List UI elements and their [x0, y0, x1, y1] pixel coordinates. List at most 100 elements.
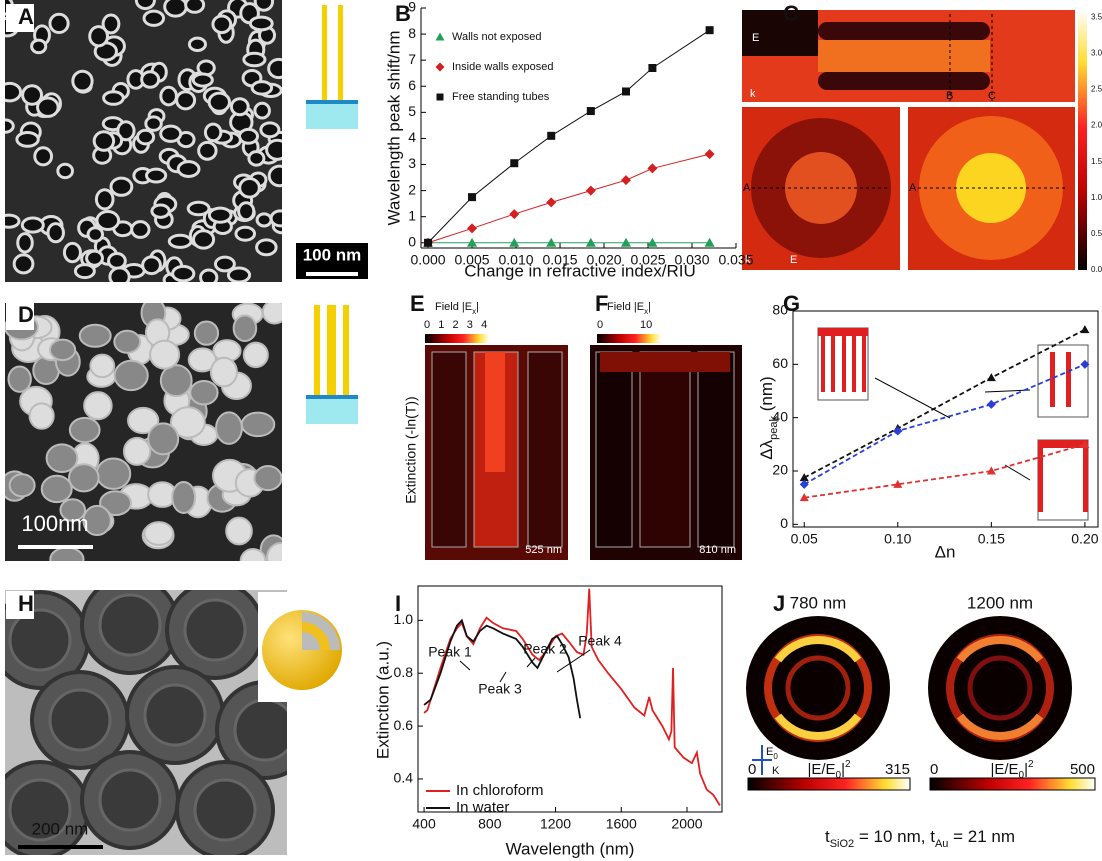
- pore: [0, 120, 13, 132]
- pore: [269, 59, 289, 77]
- pore: [142, 72, 159, 88]
- grain: [226, 518, 252, 545]
- marker: [586, 186, 596, 196]
- pore: [177, 92, 195, 109]
- pore: [138, 130, 154, 144]
- marker: [509, 209, 519, 219]
- label-part: peak: [768, 415, 780, 439]
- annotation: Peak 3: [478, 681, 522, 697]
- x-tick-label: 0.035: [718, 252, 753, 268]
- pore: [146, 117, 162, 130]
- colorbar-tick-label: 0.0: [1091, 265, 1102, 274]
- schematic-inset: [306, 5, 358, 425]
- panel-label: D: [18, 302, 34, 327]
- pore: [189, 38, 205, 50]
- grain: [114, 331, 140, 353]
- grain: [267, 543, 294, 572]
- wavelength-label: 780 nm: [790, 593, 847, 612]
- y-tick-label: 8: [408, 25, 416, 41]
- particle-core: [100, 595, 160, 655]
- field-label: B: [946, 90, 953, 102]
- grain: [97, 458, 131, 488]
- schematic-inset: [818, 328, 1088, 520]
- label-part: Field |E: [435, 301, 472, 313]
- pore: [0, 215, 19, 227]
- y-tick-label: 20: [772, 462, 788, 478]
- legend-label: In water: [456, 799, 509, 816]
- wavelength-label: 1200 nm: [967, 593, 1033, 612]
- pore: [144, 11, 164, 25]
- panel-label: E: [410, 291, 425, 316]
- x-tick-label: 1600: [606, 816, 637, 832]
- legend-label: Free standing tubes: [452, 91, 550, 103]
- marker: [546, 197, 556, 207]
- pore: [147, 169, 166, 182]
- y-tick-label: 5: [408, 103, 416, 119]
- pore: [178, 162, 199, 177]
- marker: [987, 373, 996, 381]
- figure: 100 nm 100nm 200 nm E k B C A A k E: [0, 0, 1102, 861]
- pore: [17, 133, 38, 147]
- y-axis-label: Extinction (-ln(T)): [403, 396, 419, 503]
- y-tick-label: 0: [780, 515, 788, 531]
- label-part: 2: [845, 759, 851, 770]
- colorbar-title: Field |Ex|: [435, 301, 479, 316]
- pore: [231, 99, 248, 115]
- pore: [255, 103, 270, 118]
- y-axis-label: Extinction (a.u.): [373, 641, 392, 759]
- grain: [42, 476, 72, 502]
- colorbar-tick-label: 10: [640, 319, 652, 331]
- panel-label: F: [595, 291, 608, 316]
- label-part: |E/E: [807, 761, 835, 778]
- pore: [255, 0, 272, 10]
- marker: [621, 175, 631, 185]
- particle-core: [50, 690, 110, 750]
- x-axis-label: Δn: [935, 542, 956, 561]
- x-tick-label: 800: [478, 816, 502, 832]
- grain: [234, 315, 257, 341]
- marker: [424, 239, 432, 247]
- colorbar-tick-label: 315: [885, 761, 910, 778]
- colorbar-tick-label: 1: [438, 319, 444, 331]
- label-part: 2: [1028, 759, 1034, 770]
- y-tick-label: 60: [772, 355, 788, 371]
- pore: [201, 270, 217, 285]
- pore: [14, 255, 33, 273]
- label-part: 0: [773, 752, 778, 761]
- annotation: Peak 2: [523, 641, 567, 657]
- field-label: A: [909, 182, 917, 194]
- grain: [124, 438, 150, 465]
- grain: [30, 403, 54, 428]
- grain: [244, 343, 268, 367]
- field-map-ef: [425, 334, 742, 560]
- marker: [1080, 325, 1089, 333]
- x-tick-label: 0.05: [791, 531, 818, 547]
- colorbar-tick-label: 2.0: [1091, 121, 1102, 130]
- y-tick-label: 1.0: [394, 611, 414, 627]
- scale-bar: [306, 272, 358, 276]
- panel-label: J: [773, 591, 785, 616]
- legend-label: Inside walls exposed: [452, 61, 554, 73]
- marker: [987, 400, 996, 409]
- pore: [88, 228, 102, 242]
- series-line: [424, 589, 720, 806]
- pore: [199, 142, 216, 159]
- scale-bar: [18, 545, 93, 549]
- grain: [50, 340, 75, 360]
- y-tick-label: 4: [408, 129, 416, 145]
- pore: [239, 129, 257, 143]
- field-map-j: [746, 616, 1095, 790]
- colorbar-title: Field |Ex|: [607, 301, 651, 316]
- y-tick-label: 80: [772, 302, 788, 318]
- axis-indicator: K: [772, 765, 780, 777]
- pore: [267, 140, 289, 159]
- pore: [173, 266, 194, 281]
- x-tick-label: 0.20: [1071, 531, 1098, 547]
- x-axis-label: Change in refractive index/RIU: [464, 261, 696, 280]
- label-part: = 10 nm, t: [854, 827, 935, 846]
- pore: [213, 16, 231, 33]
- y-tick-label: 0.8: [394, 664, 414, 680]
- colorbar-tick-label: 3.0: [1091, 48, 1102, 57]
- colorbar-tick-label: 3: [467, 319, 473, 331]
- marker: [510, 159, 518, 167]
